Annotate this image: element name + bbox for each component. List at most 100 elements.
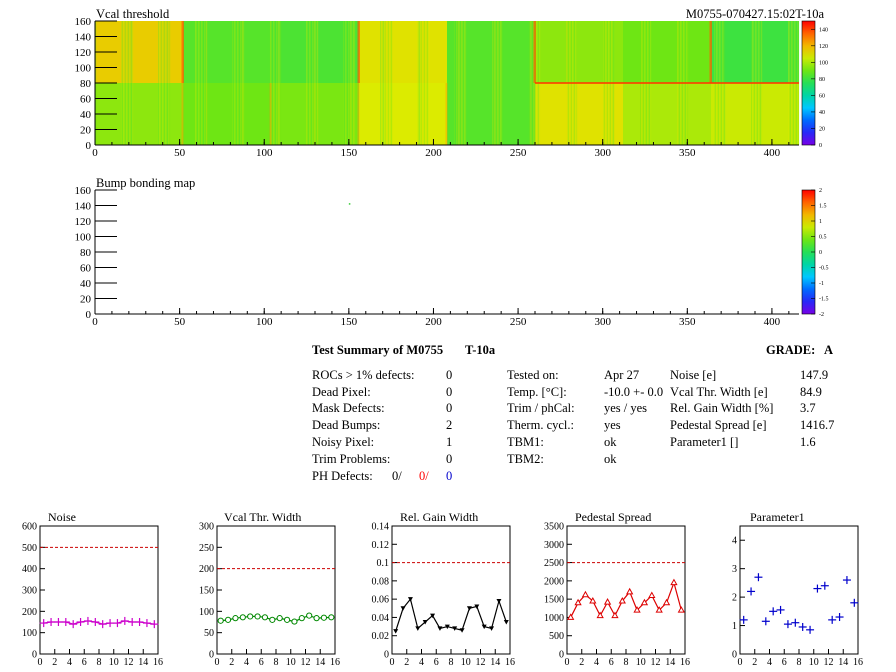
marker — [407, 597, 413, 602]
plot-frame — [216, 525, 336, 655]
x-tick-label: 350 — [679, 316, 696, 328]
roc-tile — [447, 83, 535, 145]
texture-stripe — [313, 21, 315, 145]
texture-stripe — [196, 21, 198, 145]
texture-stripe — [344, 21, 346, 145]
x-tick-label: 0 — [738, 657, 743, 668]
texture-stripe — [159, 21, 161, 145]
texture-stripe — [123, 21, 125, 145]
texture-stripe — [233, 21, 235, 145]
texture-stripe — [497, 21, 499, 145]
z-tick-label: 1 — [819, 219, 822, 225]
x-tick-label: 6 — [782, 657, 787, 668]
z-tick-label: 0.5 — [819, 235, 827, 241]
marker — [247, 613, 254, 620]
marker — [633, 606, 641, 613]
grade-value: A — [824, 343, 834, 357]
x-tick-label: 14 — [665, 657, 675, 668]
marker — [574, 598, 582, 606]
test-label: Tested on: — [507, 368, 559, 382]
x-tick-label: 150 — [341, 147, 358, 159]
y-tick-label: 80 — [80, 247, 92, 259]
defect-label: Mask Defects: — [312, 401, 385, 416]
texture-stripe — [272, 21, 274, 145]
texture-stripe — [460, 21, 462, 145]
y-tick-label: 2 — [732, 593, 737, 604]
x-tick-label: 0 — [565, 657, 570, 668]
param-label: Parameter1 [] — [670, 434, 739, 449]
x-tick-label: 12 — [651, 657, 661, 668]
marker — [422, 620, 428, 625]
marker — [261, 614, 269, 621]
texture-stripe — [195, 21, 197, 145]
texture-stripe — [354, 21, 356, 145]
z-tick-label: 20 — [819, 126, 825, 132]
y-tick-label: 120 — [75, 47, 92, 59]
x-tick-label: 8 — [449, 657, 454, 668]
texture-stripe — [158, 21, 160, 145]
marker — [400, 606, 406, 611]
test-value: ok — [604, 451, 617, 466]
x-tick-label: 250 — [510, 147, 527, 159]
plot-title: Vcal Thr. Width — [224, 510, 301, 524]
x-tick-label: 2 — [752, 657, 757, 668]
marker — [648, 591, 656, 598]
edge-column — [445, 83, 448, 145]
x-tick-label: 300 — [594, 147, 611, 159]
texture-stripe — [387, 21, 389, 145]
plot-title: Pedestal Spread — [575, 510, 651, 524]
texture-stripe — [279, 21, 281, 145]
texture-stripe — [239, 21, 241, 145]
marker — [224, 616, 232, 623]
module-id: M0755-070427.15:02T-10a — [686, 7, 825, 21]
z-tick-label: -0.5 — [819, 266, 829, 272]
x-tick-label: 6 — [609, 657, 614, 668]
texture-stripe — [390, 21, 392, 145]
y-tick-label: 20 — [80, 294, 92, 306]
y-tick-label: 400 — [22, 564, 37, 575]
x-tick-label: 14 — [138, 657, 148, 668]
y-tick-label: 0 — [559, 650, 564, 661]
z-tick-label: 120 — [819, 44, 828, 50]
texture-stripe — [309, 21, 311, 145]
x-tick-label: 0 — [38, 657, 43, 668]
map-title: Vcal threshold — [96, 7, 170, 21]
texture-stripe — [237, 21, 239, 145]
y-tick-label: 0 — [209, 650, 214, 661]
marker — [239, 614, 246, 621]
texture-stripe — [130, 21, 132, 145]
marker — [269, 616, 276, 623]
texture-stripe — [425, 21, 427, 145]
roc-tile — [271, 21, 359, 83]
texture-stripe — [312, 21, 314, 145]
test-label: Therm. cycl.: — [507, 418, 574, 433]
x-tick-label: 14 — [315, 657, 325, 668]
roc-tile — [711, 21, 799, 83]
roc-tile — [183, 83, 271, 145]
texture-stripe — [343, 21, 345, 145]
plot-title: Noise — [48, 510, 76, 524]
z-tick-label: 1.5 — [819, 204, 827, 210]
x-tick-label: 16 — [505, 657, 515, 668]
ph-defects-value-1: 0/ — [392, 469, 402, 483]
param-value: 147.9 — [800, 368, 829, 382]
texture-stripe — [500, 21, 502, 145]
z-tick-label: 100 — [819, 60, 828, 66]
x-tick-label: 0 — [92, 316, 98, 328]
x-tick-label: 100 — [256, 316, 273, 328]
texture-stripe — [419, 21, 421, 145]
x-tick-label: 300 — [594, 316, 611, 328]
x-tick-label: 50 — [174, 147, 186, 159]
y-tick-label: 500 — [549, 631, 564, 642]
x-tick-label: 200 — [425, 147, 442, 159]
marker — [474, 604, 480, 609]
texture-stripe — [167, 21, 169, 145]
texture-stripe — [165, 21, 167, 145]
texture-stripe — [273, 21, 275, 145]
marker — [232, 615, 239, 622]
marker — [589, 596, 597, 604]
y-tick-label: 0.08 — [372, 576, 390, 587]
roc-tile — [359, 83, 447, 145]
x-tick-label: 12 — [124, 657, 134, 668]
